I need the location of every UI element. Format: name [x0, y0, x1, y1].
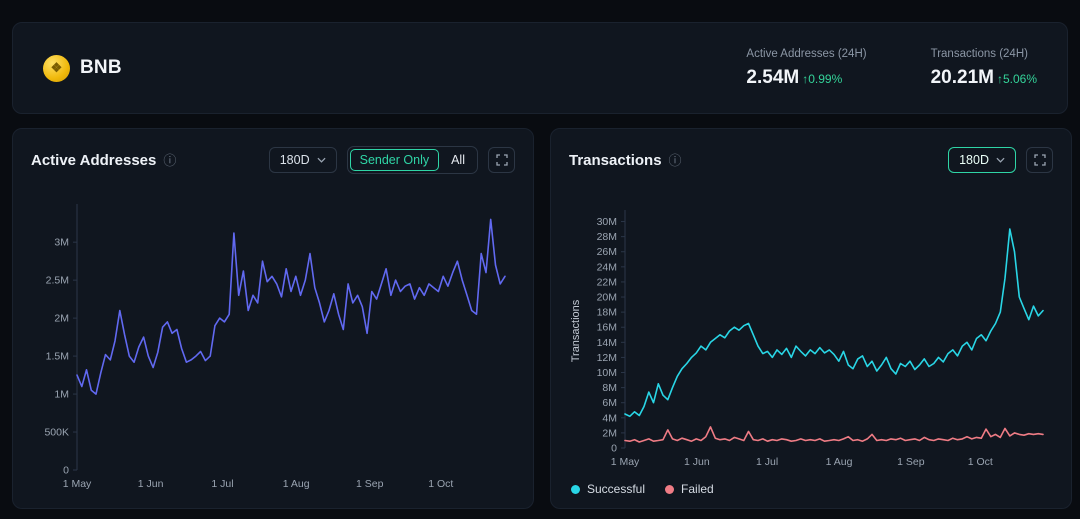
failed-dot-icon	[665, 485, 674, 494]
svg-text:14M: 14M	[597, 337, 617, 349]
svg-text:4M: 4M	[602, 412, 617, 424]
fullscreen-button[interactable]	[488, 147, 515, 173]
range-label: 180D	[280, 153, 310, 167]
svg-text:30M: 30M	[597, 216, 617, 228]
range-label: 180D	[959, 153, 989, 167]
svg-text:1 May: 1 May	[63, 478, 92, 490]
fullscreen-button[interactable]	[1026, 147, 1053, 173]
svg-text:1 Jul: 1 Jul	[211, 478, 233, 490]
svg-text:0: 0	[611, 443, 617, 455]
svg-text:1M: 1M	[54, 389, 69, 401]
toggle-all[interactable]: All	[441, 149, 475, 171]
info-icon[interactable]: ⓘ	[669, 154, 682, 167]
legend-failed: Failed	[665, 482, 714, 496]
chevron-down-icon	[996, 157, 1005, 163]
toggle-sender-only[interactable]: Sender Only	[350, 149, 439, 171]
chart-legend: Successful Failed	[569, 474, 1053, 496]
fullscreen-icon	[496, 154, 508, 166]
active-addresses-card: Active Addresses ⓘ 180D Sender Only All	[12, 128, 534, 509]
svg-text:2M: 2M	[54, 313, 69, 325]
svg-text:1 Jun: 1 Jun	[138, 478, 164, 490]
svg-text:18M: 18M	[597, 307, 617, 319]
svg-text:2.5M: 2.5M	[46, 275, 69, 287]
dashboard-page: ❖ BNB Active Addresses (24H) 2.54M ↑0.99…	[0, 0, 1080, 519]
svg-text:1 Sep: 1 Sep	[897, 456, 925, 468]
svg-text:22M: 22M	[597, 276, 617, 288]
stat-change-up: ↑0.99%	[802, 72, 842, 86]
svg-text:1 Aug: 1 Aug	[283, 478, 310, 490]
svg-text:8M: 8M	[602, 382, 617, 394]
header-stats: Active Addresses (24H) 2.54M ↑0.99% Tran…	[746, 48, 1037, 89]
range-select-180d[interactable]: 180D	[948, 147, 1016, 173]
charts-row: Active Addresses ⓘ 180D Sender Only All	[12, 128, 1068, 509]
chevron-down-icon	[317, 157, 326, 163]
svg-text:500K: 500K	[44, 427, 69, 439]
svg-text:1 Oct: 1 Oct	[428, 478, 453, 490]
svg-text:1 Jul: 1 Jul	[756, 456, 778, 468]
svg-text:1 Aug: 1 Aug	[826, 456, 853, 468]
transactions-card: Transactions ⓘ 180D 0 2M 4M 6M 8M 10M 12M 14M 16…	[550, 128, 1072, 509]
svg-text:26M: 26M	[597, 246, 617, 258]
svg-text:3M: 3M	[54, 237, 69, 249]
successful-dot-icon	[571, 485, 580, 494]
svg-text:2M: 2M	[602, 427, 617, 439]
legend-successful: Successful	[571, 482, 645, 496]
svg-text:Transactions: Transactions	[570, 299, 582, 362]
stat-transactions-24h: Transactions (24H) 20.21M ↑5.06%	[931, 48, 1037, 89]
svg-text:6M: 6M	[602, 397, 617, 409]
sender-toggle-group: Sender Only All	[347, 146, 478, 174]
stat-label: Transactions (24H)	[931, 48, 1037, 60]
bnb-coin-icon: ❖	[43, 55, 70, 82]
svg-text:16M: 16M	[597, 322, 617, 334]
info-icon[interactable]: ⓘ	[163, 154, 176, 167]
stat-value: 20.21M	[931, 67, 994, 89]
asset-identity: ❖ BNB	[43, 55, 122, 82]
legend-label: Successful	[587, 482, 645, 496]
active-addresses-title: Active Addresses	[31, 152, 156, 169]
svg-text:1 Sep: 1 Sep	[356, 478, 384, 490]
svg-text:10M: 10M	[597, 367, 617, 379]
asset-title: BNB	[80, 57, 122, 79]
range-select-180d[interactable]: 180D	[269, 147, 337, 173]
transactions-title: Transactions	[569, 152, 662, 169]
svg-text:1 May: 1 May	[611, 456, 640, 468]
active-addresses-chart[interactable]: 0 500K 1M 1.5M 2M 2.5M 3M 1 May 1 Jun 1 Jul 1 Aug 1…	[31, 196, 515, 496]
svg-text:0: 0	[63, 465, 69, 477]
stat-value: 2.54M	[746, 67, 799, 89]
stat-label: Active Addresses (24H)	[746, 48, 866, 60]
svg-text:28M: 28M	[597, 231, 617, 243]
stat-active-addresses-24h: Active Addresses (24H) 2.54M ↑0.99%	[746, 48, 866, 89]
svg-text:20M: 20M	[597, 292, 617, 304]
svg-text:1 Jun: 1 Jun	[684, 456, 710, 468]
fullscreen-icon	[1034, 154, 1046, 166]
svg-text:24M: 24M	[597, 261, 617, 273]
svg-text:12M: 12M	[597, 352, 617, 364]
svg-text:1 Oct: 1 Oct	[968, 456, 993, 468]
legend-label: Failed	[681, 482, 714, 496]
asset-header: ❖ BNB Active Addresses (24H) 2.54M ↑0.99…	[12, 22, 1068, 114]
transactions-chart[interactable]: 0 2M 4M 6M 8M 10M 12M 14M 16M 18M 20M 22M 24M 26M 28M 3…	[569, 202, 1053, 474]
svg-text:1.5M: 1.5M	[46, 351, 69, 363]
stat-change-up: ↑5.06%	[997, 72, 1037, 86]
